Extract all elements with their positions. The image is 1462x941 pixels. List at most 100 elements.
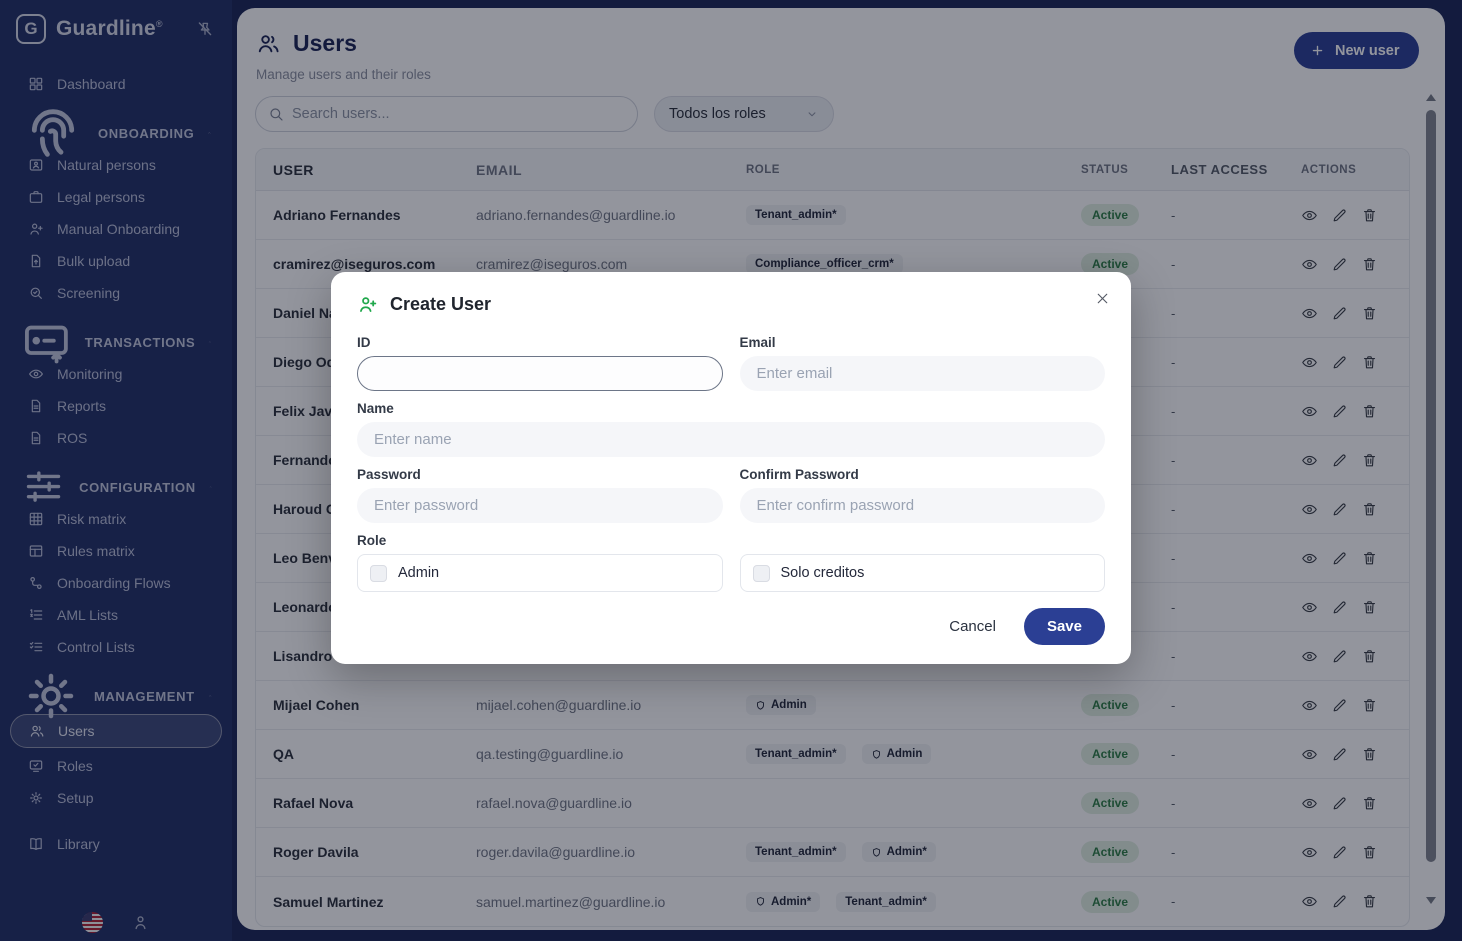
view-user-button[interactable]: [1301, 893, 1318, 910]
edit-user-button[interactable]: [1331, 893, 1348, 910]
unpin-sidebar-icon[interactable]: [196, 18, 218, 40]
sidebar-item-roles[interactable]: Roles: [0, 750, 232, 782]
edit-user-button[interactable]: [1331, 795, 1348, 812]
edit-user-button[interactable]: [1331, 844, 1348, 861]
vertical-scrollbar[interactable]: [1425, 94, 1437, 904]
view-user-button[interactable]: [1301, 648, 1318, 665]
account-icon[interactable]: [131, 913, 150, 932]
sidebar-item-monitoring[interactable]: Monitoring: [0, 358, 232, 390]
edit-user-button[interactable]: [1331, 305, 1348, 322]
sidebar-item-bulk-upload[interactable]: Bulk upload: [0, 245, 232, 277]
sidebar-item-manual-onboarding[interactable]: Manual Onboarding: [0, 213, 232, 245]
edit-user-button[interactable]: [1331, 550, 1348, 567]
delete-user-button[interactable]: [1361, 207, 1378, 224]
edit-user-button[interactable]: [1331, 403, 1348, 420]
sidebar-item-library[interactable]: Library: [0, 828, 232, 860]
edit-user-button[interactable]: [1331, 452, 1348, 469]
delete-user-button[interactable]: [1361, 501, 1378, 518]
view-user-button[interactable]: [1301, 305, 1318, 322]
edit-user-button[interactable]: [1331, 648, 1348, 665]
view-user-button[interactable]: [1301, 746, 1318, 763]
row-actions-cell: [1284, 550, 1394, 567]
view-user-button[interactable]: [1301, 256, 1318, 273]
checkbox-icon[interactable]: [752, 564, 770, 582]
edit-user-button[interactable]: [1331, 207, 1348, 224]
view-user-button[interactable]: [1301, 599, 1318, 616]
role-chip: Admin*: [861, 842, 936, 862]
view-user-button[interactable]: [1301, 795, 1318, 812]
delete-user-button[interactable]: [1361, 648, 1378, 665]
sidebar-item-risk-matrix[interactable]: Risk matrix: [0, 503, 232, 535]
delete-user-button[interactable]: [1361, 746, 1378, 763]
sidebar-section-management[interactable]: MANAGEMENT: [0, 673, 232, 719]
scroll-up-arrow-icon[interactable]: [1426, 94, 1436, 101]
sidebar-item-setup[interactable]: Setup: [0, 782, 232, 814]
language-flag-us-icon[interactable]: [82, 912, 103, 933]
role-option-admin[interactable]: Admin: [357, 554, 723, 592]
view-user-button[interactable]: [1301, 844, 1318, 861]
delete-user-button[interactable]: [1361, 697, 1378, 714]
delete-user-button[interactable]: [1361, 452, 1378, 469]
delete-user-button[interactable]: [1361, 403, 1378, 420]
checkbox-icon[interactable]: [370, 564, 387, 582]
edit-user-button[interactable]: [1331, 697, 1348, 714]
role-chip: Tenant_admin*: [746, 744, 846, 764]
row-actions-cell: [1284, 844, 1394, 861]
confirm-password-field[interactable]: [739, 488, 1105, 523]
delete-user-button[interactable]: [1361, 354, 1378, 371]
delete-user-button[interactable]: [1361, 599, 1378, 616]
sidebar-item-aml-lists[interactable]: AML Lists: [0, 599, 232, 631]
scroll-down-arrow-icon[interactable]: [1426, 897, 1436, 904]
edit-user-button[interactable]: [1331, 256, 1348, 273]
row-actions-cell: [1284, 599, 1394, 616]
search-input[interactable]: [292, 106, 625, 122]
sidebar-item-reports[interactable]: Reports: [0, 390, 232, 422]
sidebar-item-screening[interactable]: Screening: [0, 277, 232, 309]
sidebar-section-onboarding[interactable]: ONBOARDING: [0, 109, 232, 157]
delete-user-button[interactable]: [1361, 844, 1378, 861]
sidebar-item-rules-matrix[interactable]: Rules matrix: [0, 535, 232, 567]
delete-user-button[interactable]: [1361, 305, 1378, 322]
view-user-button[interactable]: [1301, 403, 1318, 420]
sidebar-item-dashboard[interactable]: Dashboard: [0, 68, 232, 100]
email-field[interactable]: [739, 356, 1105, 391]
role-filter-select[interactable]: Todos los roles: [654, 96, 834, 132]
edit-user-button[interactable]: [1331, 599, 1348, 616]
view-user-button[interactable]: [1301, 550, 1318, 567]
sidebar-item-onboarding-flows[interactable]: Onboarding Flows: [0, 567, 232, 599]
edit-user-button[interactable]: [1331, 501, 1348, 518]
role-chip: Compliance_officer_crm*: [746, 254, 903, 274]
row-actions-cell: [1284, 648, 1394, 665]
edit-user-button[interactable]: [1331, 746, 1348, 763]
sidebar-item-legal-persons[interactable]: Legal persons: [0, 181, 232, 213]
new-user-button[interactable]: New user: [1294, 32, 1420, 69]
delete-user-button[interactable]: [1361, 550, 1378, 567]
view-user-button[interactable]: [1301, 354, 1318, 371]
user-name-cell: Felix Javie: [273, 403, 344, 419]
sidebar-item-label: Onboarding Flows: [57, 575, 171, 591]
delete-user-button[interactable]: [1361, 795, 1378, 812]
edit-user-button[interactable]: [1331, 354, 1348, 371]
scrollbar-thumb[interactable]: [1426, 110, 1436, 862]
cancel-button[interactable]: Cancel: [949, 618, 996, 635]
delete-user-button[interactable]: [1361, 256, 1378, 273]
view-user-button[interactable]: [1301, 207, 1318, 224]
view-user-button[interactable]: [1301, 452, 1318, 469]
sidebar-item-control-lists[interactable]: Control Lists: [0, 631, 232, 663]
view-user-button[interactable]: [1301, 501, 1318, 518]
sidebar-section-configuration[interactable]: CONFIGURATION: [0, 471, 232, 503]
last-access-cell: -: [1171, 256, 1176, 272]
sidebar-item-users[interactable]: Users: [10, 714, 222, 748]
id-field[interactable]: [357, 356, 723, 391]
name-field[interactable]: [357, 422, 1105, 457]
role-option-solo-creditos[interactable]: Solo creditos: [739, 554, 1105, 592]
close-icon[interactable]: [1094, 290, 1111, 307]
delete-user-button[interactable]: [1361, 893, 1378, 910]
sidebar-section-transactions[interactable]: TRANSACTIONS: [0, 325, 232, 363]
save-button[interactable]: Save: [1023, 608, 1105, 645]
user-status-cell: Active: [1064, 890, 1154, 913]
password-field[interactable]: [357, 488, 723, 523]
sidebar-item-natural-persons[interactable]: Natural persons: [0, 149, 232, 181]
view-user-button[interactable]: [1301, 697, 1318, 714]
sidebar-item-ros[interactable]: ROS: [0, 422, 232, 454]
